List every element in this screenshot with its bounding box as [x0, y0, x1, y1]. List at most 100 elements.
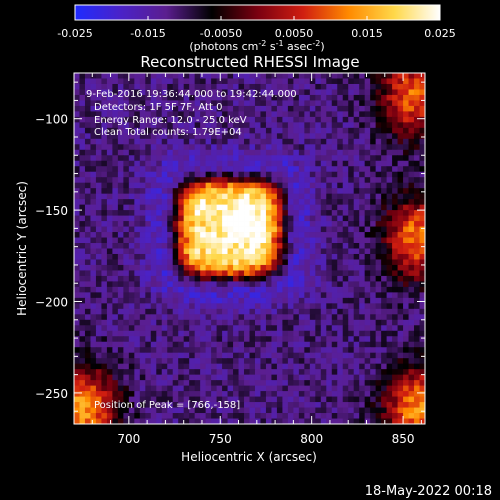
- heatmap-cell: [222, 210, 228, 216]
- heatmap-cell: [244, 166, 250, 173]
- heatmap-cell: [222, 413, 228, 419]
- heatmap-cell: [331, 402, 338, 408]
- heatmap-cell: [189, 89, 196, 96]
- heatmap-cell: [309, 105, 316, 112]
- heatmap-cell: [386, 358, 393, 365]
- heatmap-cell: [183, 352, 190, 359]
- heatmap-cell: [161, 78, 168, 85]
- heatmap-cell: [304, 413, 311, 419]
- heatmap-cell: [172, 199, 179, 206]
- heatmap-cell: [244, 144, 250, 151]
- heatmap-cell: [414, 199, 420, 206]
- heatmap-cell: [156, 116, 163, 123]
- heatmap-cell: [161, 308, 168, 315]
- heatmap-cell: [309, 330, 316, 337]
- heatmap-cell: [386, 341, 393, 348]
- heatmap-cell: [244, 413, 250, 419]
- heatmap-cell: [414, 94, 420, 101]
- heatmap-cell: [326, 83, 333, 90]
- heatmap-cell: [315, 330, 322, 337]
- heatmap-cell: [397, 303, 404, 310]
- heatmap-cell: [161, 336, 168, 343]
- heatmap-cell: [414, 336, 420, 343]
- heatmap-cell: [90, 325, 97, 332]
- heatmap-cell: [293, 402, 300, 408]
- heatmap-cell: [331, 264, 338, 271]
- heatmap-cell: [326, 138, 333, 145]
- heatmap-cell: [156, 385, 163, 392]
- heatmap-cell: [106, 243, 113, 249]
- heatmap-cell: [271, 369, 278, 376]
- heatmap-cell: [342, 341, 349, 348]
- heatmap-cell: [90, 330, 97, 337]
- heatmap-cell: [84, 407, 91, 414]
- heatmap-cell: [222, 253, 228, 260]
- heatmap-cell: [254, 253, 261, 260]
- heatmap-cell: [222, 122, 228, 129]
- heatmap-cell: [282, 292, 289, 299]
- heatmap-cell: [337, 286, 344, 293]
- heatmap-cell: [293, 330, 300, 337]
- heatmap-cell: [79, 281, 86, 288]
- heatmap-cell: [386, 325, 393, 332]
- heatmap-cell: [112, 160, 119, 167]
- heatmap-cell: [167, 336, 174, 343]
- heatmap-cell: [117, 127, 124, 134]
- heatmap-cell: [276, 116, 283, 123]
- heatmap-cell: [271, 226, 278, 233]
- heatmap-cell: [106, 314, 113, 321]
- heatmap-cell: [271, 149, 278, 156]
- heatmap-cell: [167, 418, 174, 425]
- heatmap-cell: [419, 314, 426, 321]
- heatmap-cell: [244, 358, 250, 365]
- heatmap-cell: [123, 374, 130, 381]
- heatmap-cell: [117, 138, 124, 145]
- heatmap-cell: [238, 226, 245, 233]
- heatmap-cell: [419, 73, 426, 79]
- heatmap-cell: [216, 297, 223, 304]
- heatmap-cell: [238, 210, 245, 216]
- heatmap-cell: [337, 237, 344, 244]
- heatmap-cell: [414, 160, 420, 167]
- heatmap-cell: [392, 352, 398, 359]
- heatmap-cell: [216, 100, 223, 107]
- heatmap-cell: [106, 248, 113, 255]
- heatmap-cell: [348, 177, 355, 184]
- heatmap-cell: [200, 160, 207, 167]
- heatmap-cell: [381, 253, 388, 260]
- heatmap-cell: [304, 105, 311, 112]
- heatmap-cell: [227, 78, 234, 85]
- heatmap-cell: [309, 336, 316, 343]
- heatmap-cell: [106, 199, 113, 206]
- heatmap-cell: [392, 259, 398, 266]
- heatmap-cell: [419, 100, 426, 107]
- heatmap-cell: [392, 402, 398, 408]
- heatmap-cell: [364, 177, 371, 184]
- heatmap-cell: [254, 166, 261, 173]
- heatmap-cell: [260, 325, 267, 332]
- heatmap-cell: [145, 116, 152, 123]
- heatmap-cell: [79, 166, 86, 173]
- heatmap-cell: [249, 347, 256, 354]
- heatmap-cell: [189, 116, 196, 123]
- heatmap-cell: [222, 303, 228, 310]
- heatmap-cell: [326, 374, 333, 381]
- heatmap-cell: [386, 122, 393, 129]
- heatmap-cell: [178, 319, 185, 326]
- heatmap-cell: [293, 243, 300, 249]
- heatmap-cell: [79, 182, 86, 189]
- heatmap-cell: [139, 160, 146, 167]
- heatmap-cell: [298, 243, 305, 249]
- heatmap-cell: [298, 78, 305, 85]
- heatmap-cell: [408, 385, 415, 392]
- heatmap-cell: [172, 122, 179, 129]
- heatmap-cell: [271, 292, 278, 299]
- heatmap-cell: [309, 122, 316, 129]
- heatmap-cell: [260, 413, 267, 419]
- heatmap-cell: [74, 281, 80, 288]
- heatmap-cell: [265, 380, 272, 387]
- heatmap-cell: [84, 188, 91, 195]
- heatmap-cell: [348, 100, 355, 107]
- heatmap-cell: [309, 363, 316, 370]
- heatmap-cell: [309, 83, 316, 90]
